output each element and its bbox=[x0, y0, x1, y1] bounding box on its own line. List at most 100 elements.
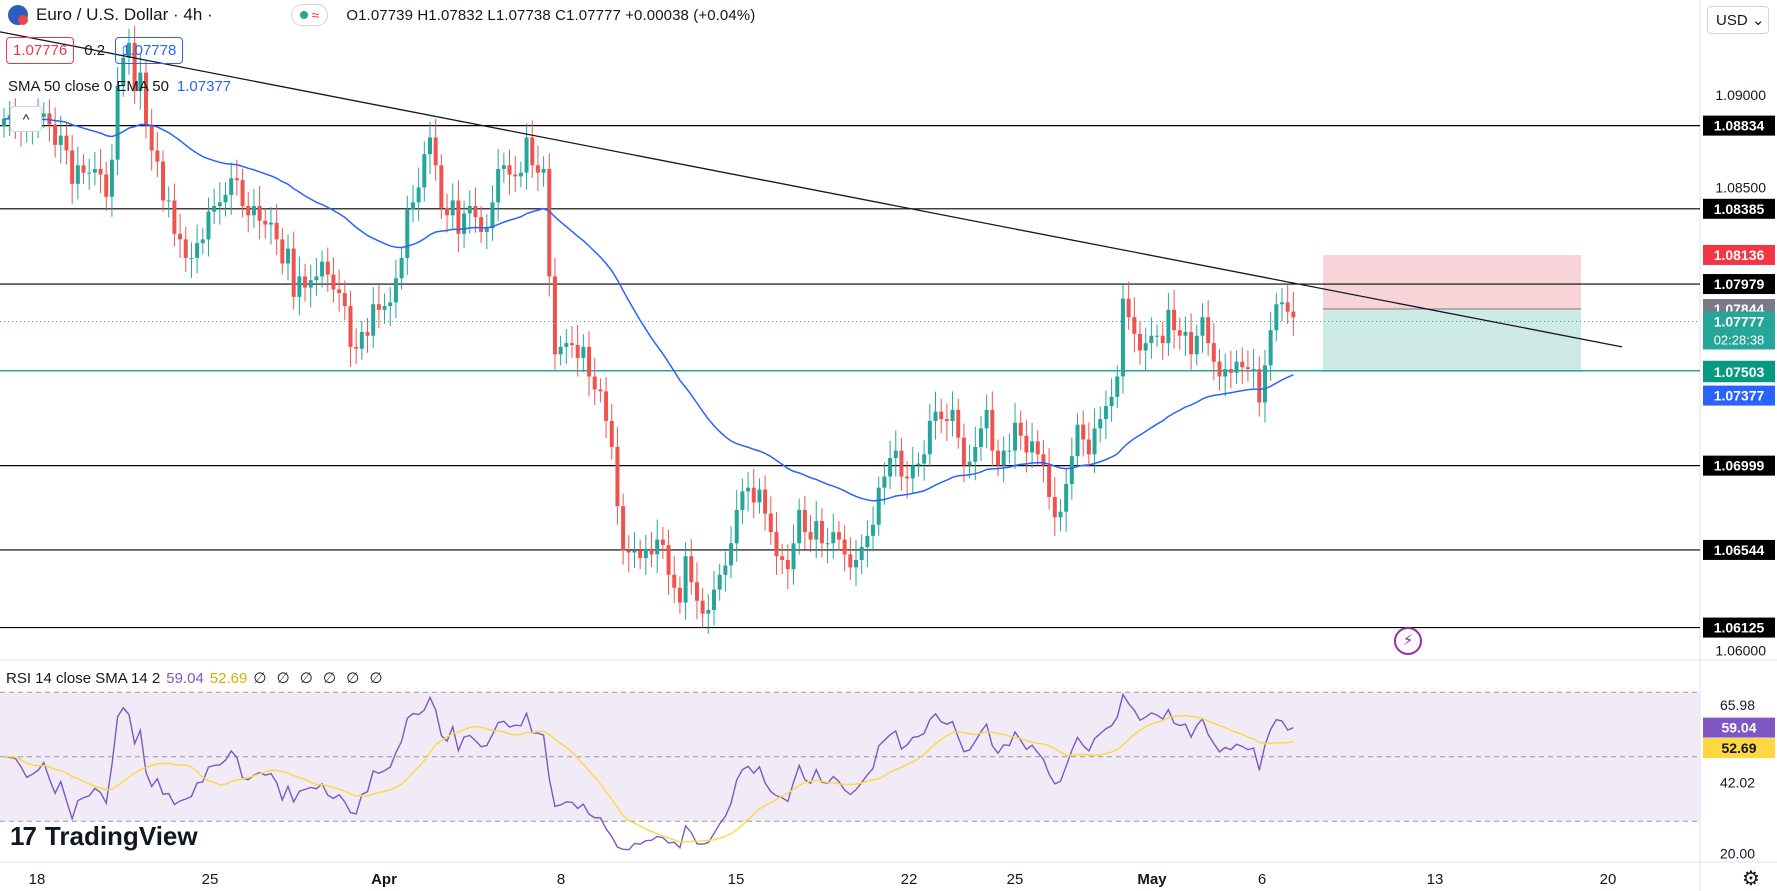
ema-50-line bbox=[3, 118, 1294, 502]
candle-body bbox=[462, 213, 467, 234]
candle-body bbox=[445, 207, 450, 216]
candle-body bbox=[899, 450, 904, 477]
trendline bbox=[0, 31, 1623, 348]
candle-body bbox=[842, 539, 847, 555]
candle-body bbox=[740, 491, 745, 510]
candle-body bbox=[751, 487, 756, 503]
candle-body bbox=[1064, 483, 1069, 512]
candle-body bbox=[121, 57, 126, 86]
candle-body bbox=[41, 113, 46, 118]
symbol-title[interactable]: Euro / U.S. Dollar · 4h · bbox=[36, 5, 213, 24]
sell-button[interactable]: 1.07776 bbox=[6, 37, 75, 64]
candle-body bbox=[251, 206, 256, 216]
candle-body bbox=[848, 554, 853, 568]
candle-body bbox=[149, 124, 154, 151]
rsi-sma-value: 52.69 bbox=[209, 670, 248, 687]
candle-body bbox=[961, 437, 966, 466]
candle-body bbox=[643, 548, 648, 559]
x-tick-label: 20 bbox=[1600, 871, 1617, 888]
candle-body bbox=[484, 228, 489, 232]
candle-body bbox=[1285, 302, 1290, 312]
candle-body bbox=[1234, 361, 1239, 373]
candle-body bbox=[405, 209, 410, 258]
price-label: 1.07979 bbox=[1714, 276, 1765, 292]
candle-body bbox=[780, 556, 785, 560]
candle-body bbox=[541, 168, 546, 173]
candle-body bbox=[331, 274, 336, 290]
indicator-label: SMA 50 close 0 EMA 50 bbox=[8, 78, 169, 95]
price-label-box bbox=[1703, 198, 1775, 219]
collapse-chevron-icon[interactable]: ^ bbox=[10, 106, 42, 132]
candle-body bbox=[905, 476, 910, 479]
candle-body bbox=[1143, 343, 1148, 351]
candle-body bbox=[558, 346, 563, 355]
rsi-value-label: 52.69 bbox=[1721, 740, 1756, 756]
candle-body bbox=[734, 509, 739, 544]
candle-body bbox=[871, 524, 876, 536]
candle-body bbox=[1274, 304, 1279, 331]
candle-body bbox=[126, 42, 131, 58]
candle-body bbox=[666, 545, 671, 575]
candle-body bbox=[229, 178, 234, 195]
candle-body bbox=[660, 539, 665, 546]
buy-button[interactable]: 1.07778 bbox=[115, 37, 184, 64]
candle-body bbox=[1069, 456, 1074, 484]
candle-body bbox=[996, 450, 1000, 466]
candle-body bbox=[433, 137, 438, 166]
candle-body bbox=[422, 154, 427, 188]
candle-body bbox=[115, 85, 120, 160]
logo-text: TradingView bbox=[44, 821, 198, 851]
candle-body bbox=[1160, 335, 1165, 344]
candle-body bbox=[831, 532, 836, 544]
currency-value: USD bbox=[1716, 12, 1748, 29]
price-label-box bbox=[1703, 362, 1775, 383]
candle-body bbox=[2, 118, 6, 127]
candle-body bbox=[410, 202, 415, 210]
x-tick-label: Apr bbox=[371, 871, 397, 888]
market-status-icon bbox=[299, 11, 308, 19]
candle-body bbox=[359, 332, 364, 349]
candle-body bbox=[1291, 311, 1296, 318]
candle-body bbox=[479, 217, 484, 232]
rsi-tick-label: 65.98 bbox=[1720, 697, 1755, 713]
candle-body bbox=[791, 543, 796, 570]
candle-body bbox=[257, 206, 262, 221]
candle-body bbox=[1200, 317, 1205, 336]
candle-body bbox=[371, 304, 376, 336]
candle-body bbox=[927, 420, 932, 455]
candle-body bbox=[178, 233, 183, 240]
candle-body bbox=[632, 550, 637, 553]
x-tick-label: May bbox=[1137, 871, 1167, 888]
candle-body bbox=[547, 168, 552, 277]
currency-select[interactable]: USD ⌄ bbox=[1707, 6, 1769, 34]
price-label: 1.07503 bbox=[1714, 364, 1765, 380]
candle-body bbox=[564, 343, 569, 347]
price-label: 1.06544 bbox=[1714, 542, 1765, 558]
ohlc-readout: O1.07739 H1.07832 L1.07738 C1.07777 +0.0… bbox=[346, 6, 756, 24]
candle-body bbox=[513, 174, 518, 177]
chart-header: Euro / U.S. Dollar · 4h · ≈ O1.07739 H1.… bbox=[8, 4, 755, 26]
lightning-icon[interactable]: ⚡ bbox=[1394, 627, 1422, 655]
rsi-legend[interactable]: RSI 14 close SMA 14 2 59.04 52.69 ∅ ∅ ∅ ∅ ∅… bbox=[6, 669, 386, 687]
candle-body bbox=[836, 532, 841, 540]
candle-body bbox=[53, 124, 58, 145]
candle-body bbox=[439, 165, 444, 208]
candle-body bbox=[75, 165, 80, 184]
candle-body bbox=[1149, 335, 1154, 344]
candle-body bbox=[268, 222, 273, 225]
candle-body bbox=[1126, 298, 1131, 318]
candle-body bbox=[399, 257, 404, 279]
settings-gear-icon[interactable]: ⚙ bbox=[1742, 868, 1760, 890]
candle-body bbox=[677, 587, 682, 603]
candle-body bbox=[1109, 396, 1114, 407]
candle-body bbox=[893, 450, 898, 459]
candle-body bbox=[1206, 317, 1211, 344]
price-label: 1.06125 bbox=[1714, 620, 1765, 636]
candle-body bbox=[524, 137, 529, 173]
indicator-legend[interactable]: SMA 50 close 0 EMA 50 1.07377 bbox=[8, 78, 231, 95]
market-status-pill[interactable]: ≈ bbox=[290, 4, 329, 26]
candle-body bbox=[729, 543, 734, 566]
price-label: 1.08385 bbox=[1714, 201, 1765, 217]
rsi-value-label: 59.04 bbox=[1721, 720, 1756, 736]
